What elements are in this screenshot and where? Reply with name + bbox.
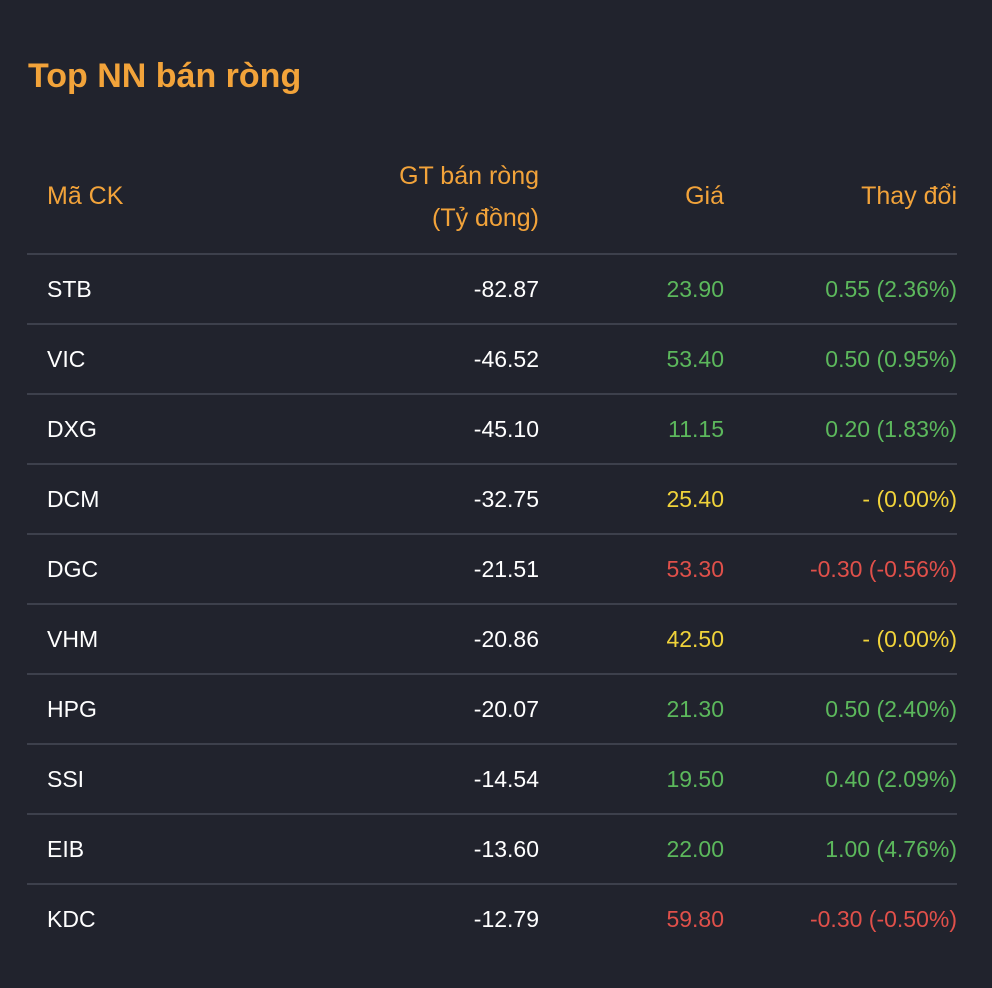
panel-title: Top NN bán ròng bbox=[28, 57, 302, 95]
table-body: STB -82.87 23.90 0.55 (2.36%) VIC -46.52 53.40… bbox=[27, 253, 957, 953]
price: 42.50 bbox=[666, 625, 724, 652]
net-sell-value: -20.86 bbox=[473, 625, 539, 652]
table-row[interactable]: DXG -45.10 11.15 0.20 (1.83%) bbox=[27, 393, 957, 463]
table-row[interactable]: DGC -21.51 53.30 -0.30 (-0.56%) bbox=[27, 533, 957, 603]
stock-code: VHM bbox=[47, 625, 99, 652]
table-row[interactable]: EIB -13.60 22.00 1.00 (4.76%) bbox=[27, 813, 957, 883]
table-row[interactable]: VIC -46.52 53.40 0.50 (0.95%) bbox=[27, 323, 957, 393]
header-value-line2: (Tỷ đồng) bbox=[432, 203, 539, 232]
net-sell-value: -82.87 bbox=[473, 275, 539, 302]
stock-code: DCM bbox=[47, 485, 100, 512]
price: 19.50 bbox=[666, 765, 724, 792]
stock-code: DXG bbox=[47, 415, 97, 442]
net-sell-value: -32.75 bbox=[473, 485, 539, 512]
price-change: 0.50 (2.40%) bbox=[825, 695, 957, 722]
price: 22.00 bbox=[666, 835, 724, 862]
stock-code: HPG bbox=[47, 695, 97, 722]
price-change: 0.20 (1.83%) bbox=[825, 415, 957, 442]
net-sell-value: -45.10 bbox=[473, 415, 539, 442]
price-change: - (0.00%) bbox=[862, 485, 957, 512]
price: 59.80 bbox=[666, 905, 724, 932]
price: 21.30 bbox=[666, 695, 724, 722]
price: 23.90 bbox=[666, 275, 724, 302]
price-change: - (0.00%) bbox=[862, 625, 957, 652]
price: 53.40 bbox=[666, 345, 724, 372]
header-code: Mã CK bbox=[47, 182, 124, 210]
header-value-line1: GT bán ròng bbox=[399, 161, 539, 190]
table-header: Mã CK GT bán ròng (Tỷ đồng) Giá Thay đổi bbox=[27, 140, 957, 253]
stock-code: EIB bbox=[47, 835, 85, 862]
net-sell-value: -12.79 bbox=[473, 905, 539, 932]
net-sell-value: -46.52 bbox=[473, 345, 539, 372]
table-row[interactable]: STB -82.87 23.90 0.55 (2.36%) bbox=[27, 253, 957, 323]
table-row[interactable]: HPG -20.07 21.30 0.50 (2.40%) bbox=[27, 673, 957, 743]
stock-code: DGC bbox=[47, 555, 99, 582]
price-change: 1.00 (4.76%) bbox=[825, 835, 957, 862]
header-net-sell-value: GT bán ròng (Tỷ đồng) bbox=[295, 155, 539, 239]
net-sell-value: -14.54 bbox=[473, 765, 539, 792]
price-change: -0.30 (-0.50%) bbox=[809, 905, 957, 932]
stock-code: SSI bbox=[47, 765, 85, 792]
net-sell-table: Mã CK GT bán ròng (Tỷ đồng) Giá Thay đổi… bbox=[27, 140, 957, 953]
price: 53.30 bbox=[666, 555, 724, 582]
net-sell-value: -21.51 bbox=[473, 555, 539, 582]
stock-code: VIC bbox=[47, 345, 86, 372]
price: 25.40 bbox=[666, 485, 724, 512]
table-row[interactable]: KDC -12.79 59.80 -0.30 (-0.50%) bbox=[27, 883, 957, 953]
price-change: 0.50 (0.95%) bbox=[825, 345, 957, 372]
net-sell-value: -20.07 bbox=[473, 695, 539, 722]
net-sell-value: -13.60 bbox=[473, 835, 539, 862]
header-price: Giá bbox=[685, 182, 724, 210]
price-change: 0.40 (2.09%) bbox=[825, 765, 957, 792]
table-row[interactable]: VHM -20.86 42.50 - (0.00%) bbox=[27, 603, 957, 673]
price-change: 0.55 (2.36%) bbox=[825, 275, 957, 302]
header-change: Thay đổi bbox=[861, 182, 957, 210]
stock-code: KDC bbox=[47, 905, 96, 932]
stock-code: STB bbox=[47, 275, 92, 302]
table-row[interactable]: DCM -32.75 25.40 - (0.00%) bbox=[27, 463, 957, 533]
price: 11.15 bbox=[668, 415, 724, 442]
price-change: -0.30 (-0.56%) bbox=[809, 555, 957, 582]
table-row[interactable]: SSI -14.54 19.50 0.40 (2.09%) bbox=[27, 743, 957, 813]
